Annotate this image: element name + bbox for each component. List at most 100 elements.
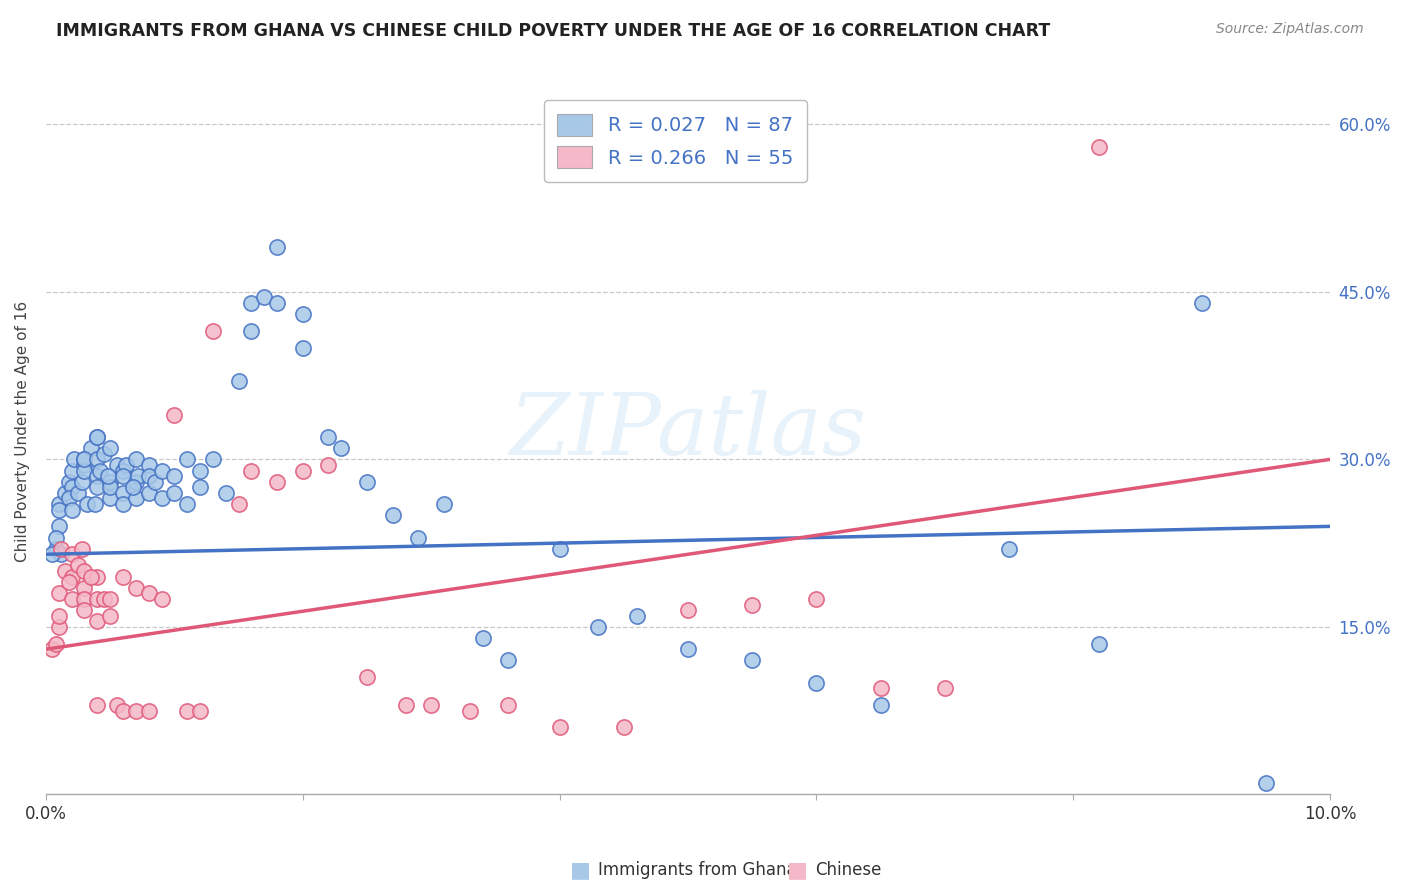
Point xyxy=(73,603,96,617)
Point xyxy=(98,441,121,455)
Point xyxy=(266,296,288,310)
Point xyxy=(125,452,148,467)
Point xyxy=(111,497,134,511)
Point xyxy=(330,441,353,455)
Point xyxy=(80,441,103,455)
Point xyxy=(60,463,83,477)
Point xyxy=(76,497,98,511)
Point xyxy=(176,452,198,467)
Point xyxy=(998,541,1021,556)
Point xyxy=(127,469,149,483)
Point xyxy=(291,341,314,355)
Point xyxy=(60,569,83,583)
Point xyxy=(67,558,90,573)
Point xyxy=(105,698,128,712)
Point xyxy=(240,324,263,338)
Point xyxy=(60,547,83,561)
Text: Immigrants from Ghana: Immigrants from Ghana xyxy=(598,861,796,879)
Point xyxy=(86,569,108,583)
Point xyxy=(58,475,80,489)
Point xyxy=(51,541,73,556)
Point xyxy=(58,491,80,506)
Point xyxy=(201,324,224,338)
Point xyxy=(176,704,198,718)
Point xyxy=(48,608,70,623)
Point xyxy=(67,486,90,500)
Point xyxy=(111,469,134,483)
Point xyxy=(125,475,148,489)
Point xyxy=(45,541,67,556)
Point xyxy=(626,608,648,623)
Point xyxy=(83,497,105,511)
Point xyxy=(176,497,198,511)
Point xyxy=(318,458,340,472)
Point xyxy=(356,475,378,489)
Point xyxy=(89,463,111,477)
Legend: R = 0.027   N = 87, R = 0.266   N = 55: R = 0.027 N = 87, R = 0.266 N = 55 xyxy=(544,100,807,182)
Point xyxy=(45,531,67,545)
Point xyxy=(93,591,115,606)
Point xyxy=(53,486,76,500)
Point xyxy=(458,704,481,718)
Point xyxy=(53,564,76,578)
Point xyxy=(125,491,148,506)
Point xyxy=(1191,296,1213,310)
Point xyxy=(73,564,96,578)
Point xyxy=(48,502,70,516)
Point xyxy=(60,591,83,606)
Text: IMMIGRANTS FROM GHANA VS CHINESE CHILD POVERTY UNDER THE AGE OF 16 CORRELATION C: IMMIGRANTS FROM GHANA VS CHINESE CHILD P… xyxy=(56,22,1050,40)
Point xyxy=(86,430,108,444)
Text: ■: ■ xyxy=(569,860,591,880)
Point xyxy=(163,408,186,422)
Point xyxy=(291,463,314,477)
Point xyxy=(86,615,108,629)
Point xyxy=(111,463,134,477)
Point xyxy=(240,463,263,477)
Point xyxy=(86,469,108,483)
Point xyxy=(98,491,121,506)
Y-axis label: Child Poverty Under the Age of 16: Child Poverty Under the Age of 16 xyxy=(15,301,30,562)
Point xyxy=(548,541,571,556)
Point xyxy=(318,430,340,444)
Point xyxy=(58,575,80,590)
Point xyxy=(45,637,67,651)
Point xyxy=(228,497,250,511)
Point xyxy=(138,469,160,483)
Point xyxy=(73,452,96,467)
Point xyxy=(105,458,128,472)
Point xyxy=(498,698,520,712)
Point xyxy=(41,547,63,561)
Point xyxy=(228,374,250,388)
Point xyxy=(86,452,108,467)
Point xyxy=(51,547,73,561)
Text: Source: ZipAtlas.com: Source: ZipAtlas.com xyxy=(1216,22,1364,37)
Point xyxy=(80,569,103,583)
Point xyxy=(60,480,83,494)
Point xyxy=(215,486,238,500)
Point xyxy=(498,653,520,667)
Point xyxy=(70,475,93,489)
Point xyxy=(73,463,96,477)
Point xyxy=(98,591,121,606)
Point xyxy=(676,603,699,617)
Point xyxy=(125,581,148,595)
Point xyxy=(138,458,160,472)
Point xyxy=(60,502,83,516)
Point xyxy=(741,598,763,612)
Point xyxy=(86,591,108,606)
Point xyxy=(125,704,148,718)
Point xyxy=(741,653,763,667)
Point xyxy=(86,480,108,494)
Point xyxy=(111,486,134,500)
Point xyxy=(93,447,115,461)
Point xyxy=(934,681,956,696)
Point xyxy=(150,491,173,506)
Point xyxy=(1088,139,1111,153)
Point xyxy=(548,720,571,734)
Point xyxy=(188,704,211,718)
Point xyxy=(163,486,186,500)
Point xyxy=(806,591,828,606)
Point xyxy=(73,591,96,606)
Point xyxy=(240,296,263,310)
Point xyxy=(98,475,121,489)
